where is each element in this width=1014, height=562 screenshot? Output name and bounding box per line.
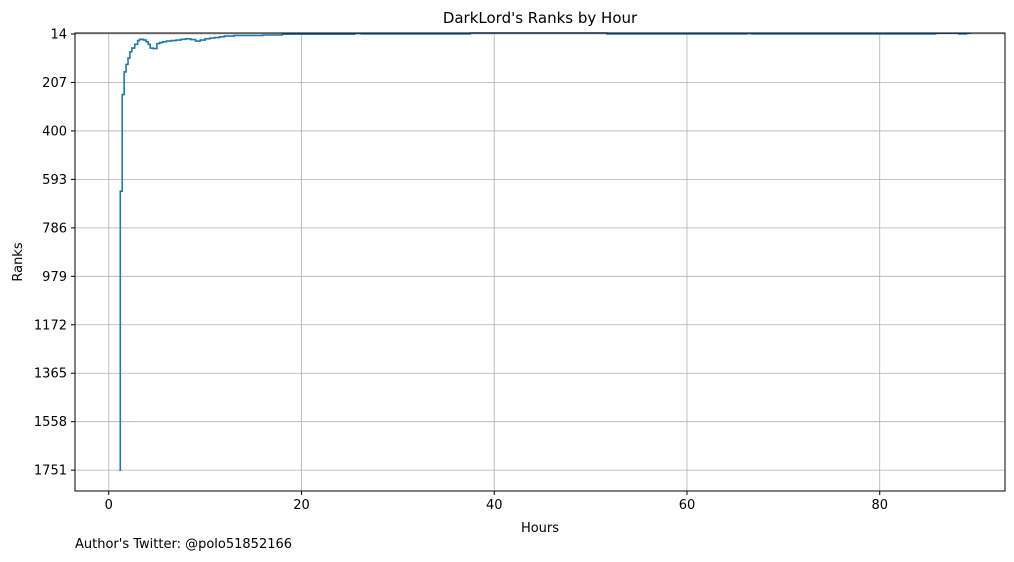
y-tick-label: 979 xyxy=(42,270,67,285)
x-axis-label: Hours xyxy=(521,521,559,536)
y-tick-label: 1751 xyxy=(34,464,67,479)
plot-frame xyxy=(74,32,1006,492)
x-tick-label: 0 xyxy=(105,498,113,513)
y-tick-label: 593 xyxy=(42,173,67,188)
series-layer xyxy=(119,32,972,471)
y-tick-label: 14 xyxy=(50,28,67,43)
x-tick-label: 80 xyxy=(871,498,888,513)
grid-layer xyxy=(75,33,1005,491)
author-credit: Author's Twitter: @polo51852166 xyxy=(75,537,293,552)
x-tick-label: 40 xyxy=(486,498,503,513)
rank-series-line xyxy=(119,32,972,471)
y-tick-label: 400 xyxy=(42,124,67,139)
y-tick-label: 1172 xyxy=(34,318,67,333)
chart-title: DarkLord's Ranks by Hour xyxy=(443,9,638,27)
x-tick-label: 60 xyxy=(679,498,696,513)
x-tick-label: 20 xyxy=(293,498,310,513)
y-tick-label: 1365 xyxy=(34,367,67,382)
y-tick-label: 207 xyxy=(42,76,67,91)
y-tick-label: 1558 xyxy=(34,415,67,430)
y-axis-label: Ranks xyxy=(11,242,26,281)
tick-layer: 0 20 40 60 80 14 207 400 593 786 979 1172 1365 1558 17… xyxy=(34,28,888,513)
y-tick-label: 786 xyxy=(42,221,67,236)
